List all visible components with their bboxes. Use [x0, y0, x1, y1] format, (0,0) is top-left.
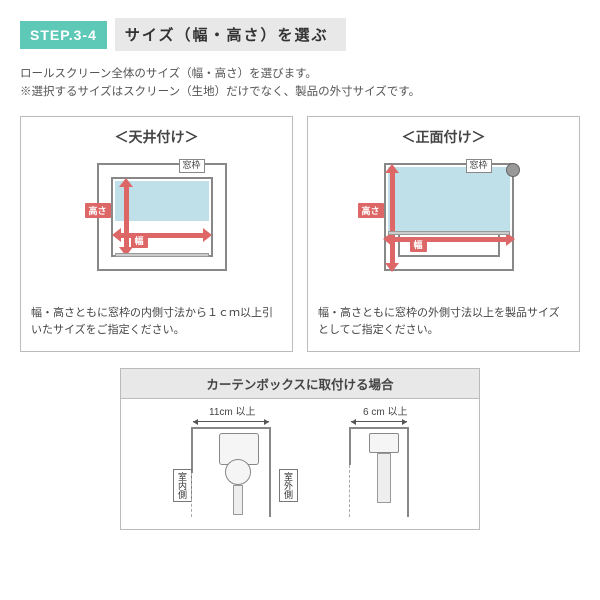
- frame-label-front: 窓枠: [466, 159, 492, 173]
- panel-front-desc: 幅・高さともに窓枠の外側寸法以上を製品サイズとしてご指定ください。: [318, 305, 569, 339]
- panel-ceiling-title: ＜天井付け＞: [31, 127, 282, 147]
- intro-text: ロールスクリーン全体のサイズ（幅・高さ）を選びます。 ※選択するサイズはスクリー…: [20, 65, 580, 102]
- curtain-box: カーテンボックスに取付ける場合 11cm 以上 6 cm 以上 室内側 室外側: [120, 368, 480, 530]
- step-header: STEP.3-4 サイズ（幅・高さ）を選ぶ: [20, 18, 580, 51]
- step-title: サイズ（幅・高さ）を選ぶ: [115, 18, 347, 51]
- intro-line2: ※選択するサイズはスクリーン（生地）だけでなく、製品の外寸サイズです。: [20, 83, 580, 101]
- width-label-front: 幅: [410, 237, 427, 252]
- panel-front-title: ＜正面付け＞: [318, 127, 569, 147]
- curtain-diagram: 11cm 以上 6 cm 以上 室内側 室外側: [121, 399, 479, 529]
- width-label-ceiling: 幅: [131, 233, 148, 248]
- panel-ceiling-desc: 幅・高さともに窓枠の内側寸法から１ｃｍ以上引いたサイズをご指定ください。: [31, 305, 282, 339]
- height-label-ceiling: 高さ: [85, 203, 111, 218]
- panel-front: ＜正面付け＞ 窓枠 高さ 幅 幅・高さともに窓枠の外側寸法以上を製品サイズとして…: [307, 116, 580, 352]
- dim-right-label: 6 cm 以上: [363, 403, 407, 418]
- frame-label-ceiling: 窓枠: [179, 159, 205, 173]
- diagram-front: 窓枠 高さ 幅: [354, 155, 534, 295]
- panel-ceiling: ＜天井付け＞ 窓枠 高さ 幅 幅・高さともに窓枠の内側寸法から１ｃｍ以上引いたサ…: [20, 116, 293, 352]
- height-label-front: 高さ: [358, 203, 384, 218]
- dim-left-label: 11cm 以上: [209, 403, 256, 418]
- inside-label: 室内側: [173, 469, 192, 502]
- curtain-box-title: カーテンボックスに取付ける場合: [121, 369, 479, 399]
- intro-line1: ロールスクリーン全体のサイズ（幅・高さ）を選びます。: [20, 65, 580, 83]
- diagram-ceiling: 窓枠 高さ 幅: [67, 155, 247, 295]
- step-badge: STEP.3-4: [20, 21, 107, 49]
- panels-row: ＜天井付け＞ 窓枠 高さ 幅 幅・高さともに窓枠の内側寸法から１ｃｍ以上引いたサ…: [20, 116, 580, 352]
- outside-label: 室外側: [279, 469, 298, 502]
